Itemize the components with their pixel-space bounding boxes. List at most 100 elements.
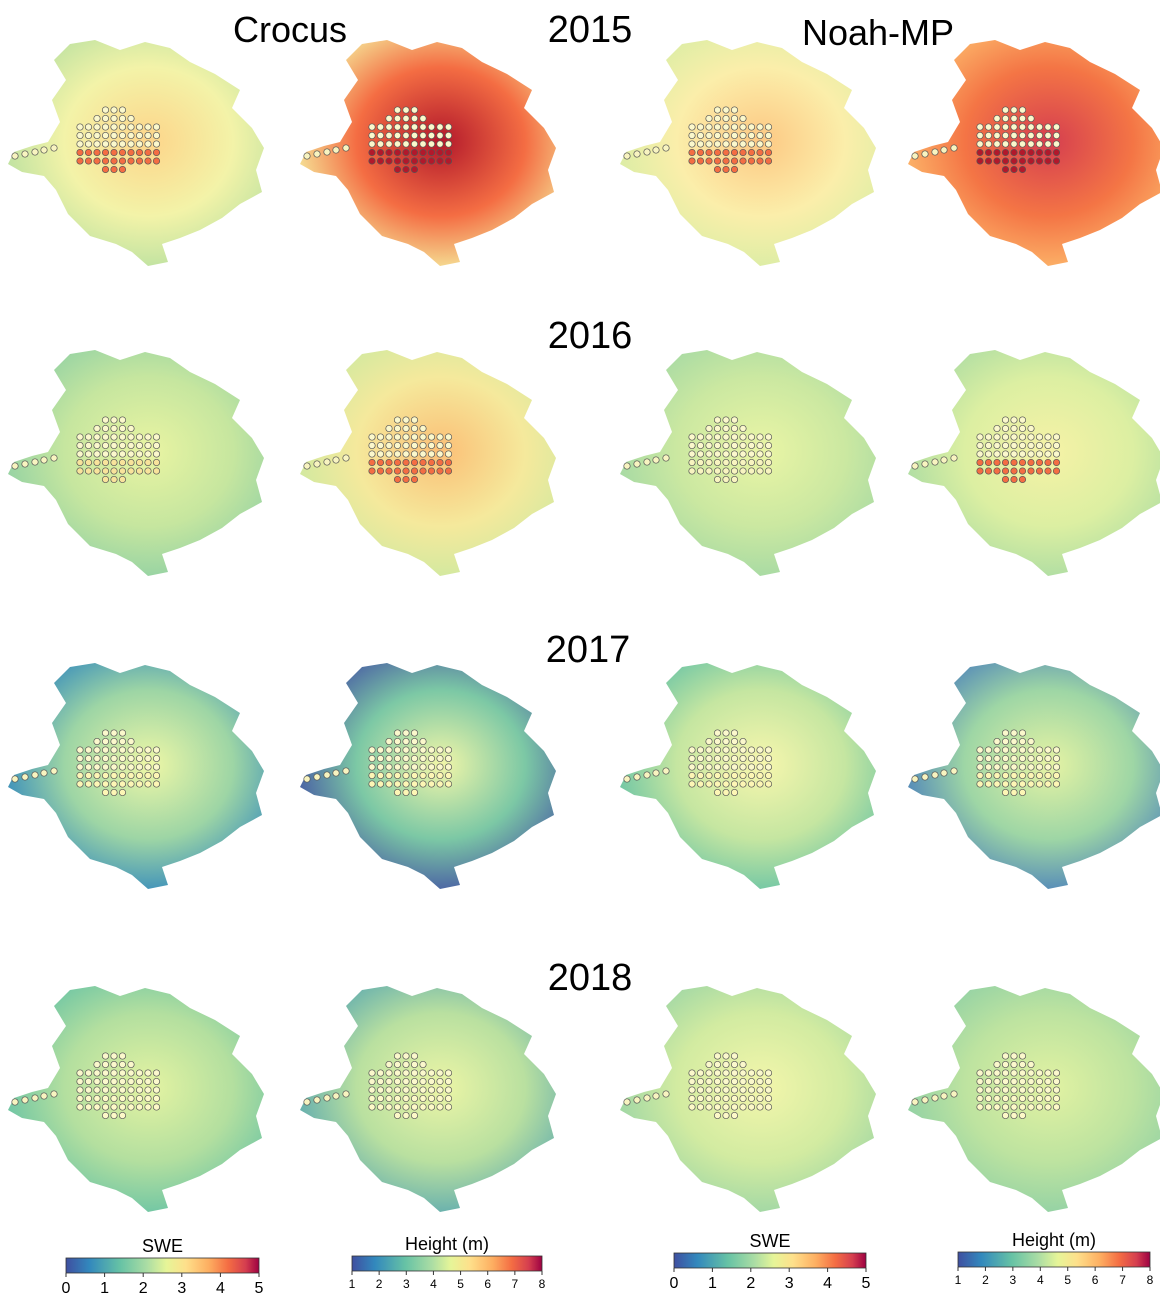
station-dot <box>1010 165 1018 174</box>
station-dot <box>402 424 410 433</box>
station-dot <box>323 1094 331 1102</box>
station-dot <box>1044 123 1052 131</box>
station-dot <box>127 1069 135 1077</box>
station-dot <box>911 462 919 470</box>
station-dot <box>633 773 641 781</box>
station-dot <box>739 1069 747 1077</box>
station-dot <box>419 467 427 475</box>
station-dot <box>385 123 393 131</box>
station-dot <box>419 433 427 441</box>
station-dot <box>705 737 713 746</box>
station-dot <box>152 157 161 165</box>
station-dot <box>1018 106 1027 114</box>
station-dot <box>984 1103 993 1111</box>
station-dot <box>747 140 756 148</box>
station-dot <box>127 140 135 148</box>
station-dot <box>393 763 402 771</box>
station-dot <box>427 441 436 450</box>
station-dot <box>688 441 696 450</box>
station-dot <box>393 416 402 424</box>
station-dot <box>444 148 453 157</box>
station-dot <box>410 114 419 123</box>
station-dot <box>747 148 756 157</box>
station-dot <box>444 780 453 788</box>
station-dot <box>705 780 713 788</box>
station-dot <box>1001 157 1010 165</box>
station-dot <box>1001 1103 1010 1111</box>
station-dot <box>40 1092 48 1100</box>
station-dot <box>144 780 152 788</box>
station-dot <box>436 1094 444 1103</box>
station-dot <box>152 1077 161 1086</box>
station-dot <box>118 1086 127 1094</box>
station-dot <box>444 157 453 165</box>
station-dot <box>393 450 402 458</box>
station-dot <box>368 771 376 780</box>
station-dot <box>110 1052 118 1060</box>
station-dot <box>110 754 118 763</box>
station-dot <box>1052 746 1061 754</box>
station-dot <box>705 458 713 467</box>
station-dot <box>722 148 730 157</box>
station-dot <box>1001 148 1010 157</box>
map-panel <box>300 986 556 1212</box>
station-dot <box>93 1060 101 1069</box>
station-dot <box>1027 114 1035 123</box>
station-dot <box>705 157 713 165</box>
station-dot <box>342 1090 350 1098</box>
station-dot <box>713 148 722 157</box>
station-dot <box>993 424 1001 433</box>
station-dot <box>993 737 1001 746</box>
colorbar-tick-label: 1 <box>349 1277 356 1291</box>
station-dot <box>118 165 127 174</box>
station-dot <box>444 433 453 441</box>
station-dot <box>1052 771 1061 780</box>
station-dot <box>747 467 756 475</box>
station-dot <box>730 441 739 450</box>
station-dot <box>984 1086 993 1094</box>
station-dot <box>385 140 393 148</box>
station-dot <box>739 140 747 148</box>
station-dot <box>76 746 84 754</box>
station-dot <box>402 754 410 763</box>
colorbar-tick-label: 5 <box>255 1280 264 1297</box>
station-dot <box>1052 763 1061 771</box>
station-dot <box>110 458 118 467</box>
station-dot <box>1044 1077 1052 1086</box>
station-dot <box>152 746 161 754</box>
station-dot <box>410 131 419 140</box>
station-dot <box>402 157 410 165</box>
station-dot <box>127 746 135 754</box>
station-dot <box>393 1103 402 1111</box>
station-dot <box>101 157 110 165</box>
year-label: 2015 <box>548 9 633 51</box>
station-dot <box>993 1069 1001 1077</box>
station-dot <box>40 456 48 464</box>
station-dot <box>393 467 402 475</box>
station-dot <box>1018 771 1027 780</box>
station-dot <box>385 1094 393 1103</box>
station-dot <box>410 754 419 763</box>
station-dot <box>1044 771 1052 780</box>
station-dot <box>722 780 730 788</box>
station-dot <box>921 460 929 468</box>
station-dot <box>1027 763 1035 771</box>
station-dot <box>393 165 402 174</box>
station-dot <box>393 729 402 737</box>
station-dot <box>1001 788 1010 797</box>
colorbar-tick-label: 8 <box>1147 1273 1154 1287</box>
station-dot <box>31 148 39 156</box>
station-dot <box>76 754 84 763</box>
colorbar-tick-label: 6 <box>484 1277 491 1291</box>
station-dot <box>393 1094 402 1103</box>
station-dot <box>93 1086 101 1094</box>
station-dot <box>152 1103 161 1111</box>
station-dot <box>1001 771 1010 780</box>
station-dot <box>1018 1094 1027 1103</box>
station-dot <box>427 754 436 763</box>
station-dot <box>101 737 110 746</box>
station-dot <box>1001 140 1010 148</box>
station-dot <box>756 780 764 788</box>
station-dot <box>76 1094 84 1103</box>
